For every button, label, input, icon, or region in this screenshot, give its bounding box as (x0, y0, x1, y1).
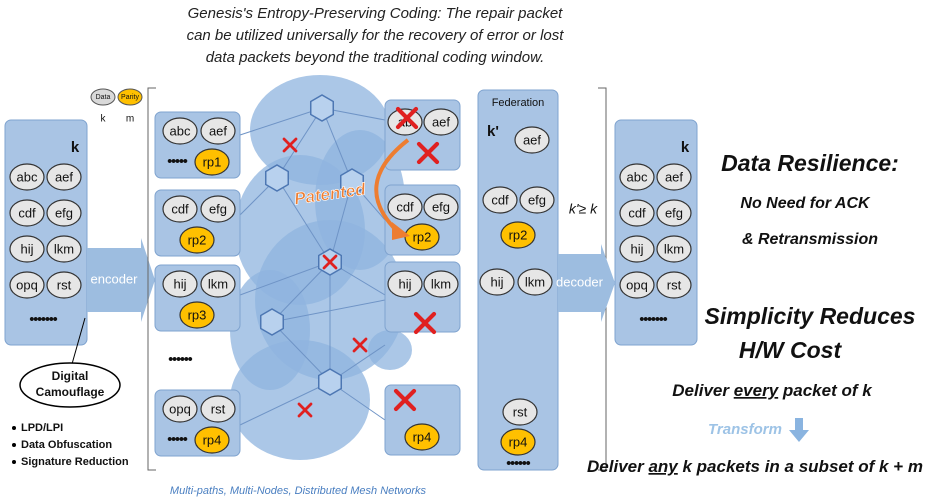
packet-label: rst (667, 277, 682, 292)
text-part: k packets in a subset of k + m (678, 457, 923, 476)
packet-label: aef (209, 123, 227, 138)
packet-label: lkm (525, 274, 545, 289)
packet-label: abc (627, 169, 648, 184)
packet-label: rp4 (203, 432, 222, 447)
packet-label: rp4 (509, 434, 528, 449)
packet-label: cdf (491, 192, 509, 207)
packet-label: efg (665, 205, 683, 220)
mesh-node (261, 309, 284, 335)
packet-label: rp2 (509, 227, 528, 242)
output-more: ••••••• (639, 311, 667, 327)
mesh-node (311, 95, 334, 121)
camouflage-title: Digital (52, 369, 89, 383)
legend-parity: Parity (121, 94, 139, 101)
camouflage-bullet: Signature Reduction (21, 456, 129, 468)
federation-more: •••••• (506, 455, 531, 471)
packet-label: aef (55, 169, 73, 184)
camouflage-title: Camouflage (36, 385, 105, 399)
packet-label: rp1 (203, 154, 222, 169)
packet-label: aef (523, 132, 541, 147)
packet-label: rp2 (188, 232, 207, 247)
benefit-title: H/W Cost (739, 337, 843, 363)
mesh-node (266, 165, 289, 191)
packet-label: cdf (171, 201, 189, 216)
transform-label: Transform (708, 421, 782, 438)
packet-label: cdf (18, 205, 36, 220)
text-part: Deliver (587, 457, 648, 476)
source-more: ••••••• (29, 311, 57, 327)
packet-label: hij (630, 241, 643, 256)
federation-label: k' (487, 123, 499, 140)
benefit-title: Simplicity Reduces (705, 303, 916, 329)
benefit-line: Deliver any k packets in a subset of k +… (587, 457, 923, 476)
camouflage-bullet: Data Obfuscation (21, 439, 112, 451)
encoder-arrow-label: encoder (91, 271, 139, 286)
packet-label: rst (57, 277, 72, 292)
sent-more: ••••• (167, 153, 188, 169)
packet-label: aef (432, 114, 450, 129)
bullet (12, 460, 16, 464)
packet-label: hij (20, 241, 33, 256)
mesh-node (319, 369, 342, 395)
packet-label: opq (626, 277, 648, 292)
packet-label: rp3 (188, 307, 207, 322)
packet-label: efg (55, 205, 73, 220)
benefit-line: Deliver every packet of k (672, 381, 873, 400)
benefit-line: No Need for ACK (740, 195, 871, 212)
caption-line: data packets beyond the traditional codi… (206, 49, 545, 66)
footer: Multi-paths, Multi-Nodes, Distributed Me… (170, 485, 427, 497)
packet-label: opq (169, 401, 191, 416)
diagram: Genesis's Entropy-Preserving Coding: The… (0, 0, 931, 501)
packet-label: abc (17, 169, 38, 184)
packet-label: lkm (54, 241, 74, 256)
packet-label: opq (16, 277, 38, 292)
packet-label: cdf (628, 205, 646, 220)
source-label: k (71, 139, 80, 156)
packet-label: rp4 (413, 429, 432, 444)
output-label: k (681, 139, 690, 156)
bullet (12, 443, 16, 447)
decoder-arrow-label: decoder (556, 274, 604, 289)
text-part: any (648, 457, 679, 476)
benefit-title: Data Resilience: (721, 150, 899, 176)
packet-label: lkm (208, 276, 228, 291)
packet-label: efg (432, 199, 450, 214)
packet-label: lkm (431, 276, 451, 291)
packet-label: efg (209, 201, 227, 216)
sent-more: •••••• (168, 351, 193, 367)
legend-data: Data (96, 94, 111, 101)
packet-label: cdf (396, 199, 414, 214)
camouflage-bullet: LPD/LPI (21, 422, 63, 434)
packet-label: abc (170, 123, 191, 138)
packet-label: efg (528, 192, 546, 207)
packet-label: hij (173, 276, 186, 291)
benefit-line: & Retransmission (742, 231, 878, 248)
packet-label: rst (513, 404, 528, 419)
packet-label: hij (398, 276, 411, 291)
transform-arrow (789, 418, 809, 442)
federation-title: Federation (492, 97, 545, 109)
packet-label: rst (211, 401, 226, 416)
packet-label: lkm (664, 241, 684, 256)
text-part: packet of k (778, 381, 873, 400)
legend-parity-symbol: m (126, 114, 134, 125)
packet-label: rp2 (413, 229, 432, 244)
text-part: every (734, 381, 780, 400)
condition: k'≥ k (569, 201, 598, 217)
bullet (12, 426, 16, 430)
caption-line: can be utilized universally for the reco… (187, 27, 565, 44)
text-part: Deliver (672, 381, 733, 400)
network-cloud (368, 330, 412, 370)
legend-data-symbol: k (101, 114, 107, 125)
sent-more: ••••• (167, 431, 188, 447)
packet-label: hij (490, 274, 503, 289)
packet-label: aef (665, 169, 683, 184)
caption-line: Genesis's Entropy-Preserving Coding: The… (188, 5, 564, 22)
